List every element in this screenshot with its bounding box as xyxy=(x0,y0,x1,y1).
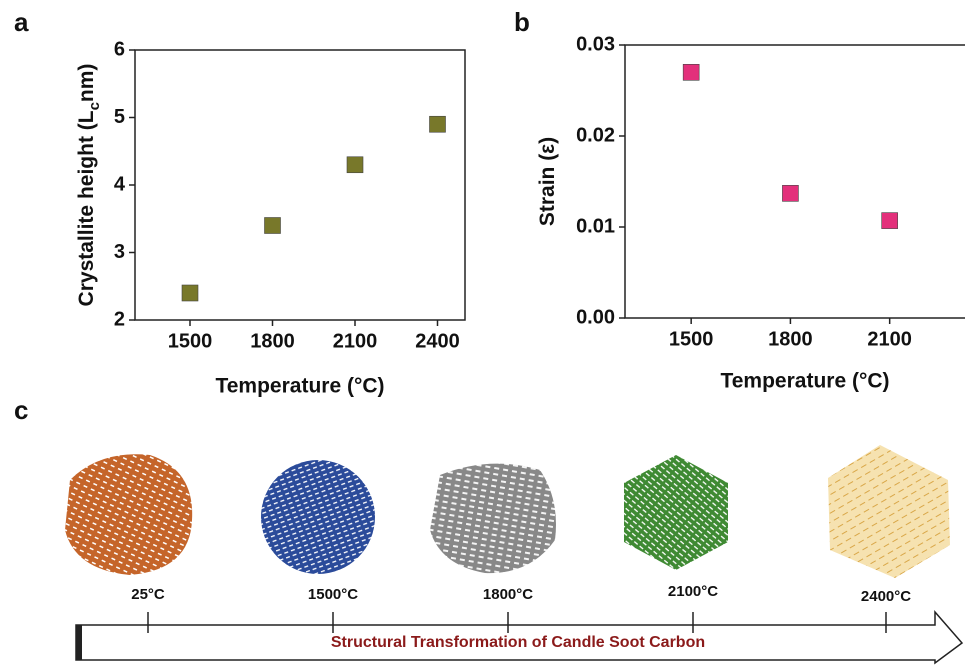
y-tick-label: 2 xyxy=(114,308,125,330)
marker xyxy=(346,156,364,174)
x-tick-label: 2100 xyxy=(333,330,378,352)
arrow-tail xyxy=(76,625,82,660)
stage-label: 25°C xyxy=(131,586,165,603)
x-tick-label: 1500 xyxy=(168,330,213,352)
arrow xyxy=(75,609,964,665)
plot-frame xyxy=(624,44,965,319)
y-axis-label: Strain (ε) xyxy=(536,137,559,226)
arrow-body xyxy=(75,609,964,665)
marker xyxy=(264,217,281,234)
stage-label: 2400°C xyxy=(861,588,911,605)
x-tick-label: 2100 xyxy=(867,328,912,350)
particle xyxy=(828,445,950,578)
x-axis-label: Temperature (°C) xyxy=(720,370,889,393)
stage-label: 1800°C xyxy=(483,586,533,603)
plot-frame xyxy=(134,49,466,321)
panel-label: c xyxy=(14,395,28,425)
particle xyxy=(261,460,375,574)
y-axis-label-part: nm) xyxy=(75,64,98,103)
y-tick-label: 0.01 xyxy=(576,215,615,237)
y-tick-label: 6 xyxy=(114,38,125,60)
y-tick-label: 0.02 xyxy=(576,124,615,146)
y-axis-label-part: Crystallite height (L xyxy=(75,110,98,306)
arrow-label: Structural Transformation of Candle Soot… xyxy=(331,634,705,651)
y-tick-label: 0.03 xyxy=(576,33,615,55)
y-tick-label: 4 xyxy=(114,173,126,195)
panel-label: b xyxy=(514,7,530,37)
panel-label: a xyxy=(14,7,29,37)
y-axis-label-part: Strain (ε) xyxy=(536,137,559,226)
y-tick-label: 3 xyxy=(114,241,125,263)
y-tick-label: 0.00 xyxy=(576,306,615,328)
x-tick-label: 1800 xyxy=(768,328,813,350)
marker xyxy=(181,284,199,302)
y-axis-label-part: c xyxy=(86,102,103,110)
particle xyxy=(65,454,193,575)
marker xyxy=(429,115,446,133)
marker xyxy=(881,212,898,229)
marker xyxy=(782,185,799,202)
y-tick-label: 5 xyxy=(114,106,125,128)
x-axis-label: Temperature (°C) xyxy=(215,375,384,398)
y-axis-label: Crystallite height (Lcnm) xyxy=(75,64,104,307)
stage-label: 1500°C xyxy=(308,586,358,603)
stage-label: 2100°C xyxy=(668,583,718,600)
particle xyxy=(430,463,556,574)
particle xyxy=(624,455,728,570)
x-tick-label: 1500 xyxy=(669,328,714,350)
marker xyxy=(682,64,700,81)
soot-particles xyxy=(65,445,950,578)
x-tick-label: 1800 xyxy=(250,330,295,352)
x-tick-label: 2400 xyxy=(415,330,460,352)
